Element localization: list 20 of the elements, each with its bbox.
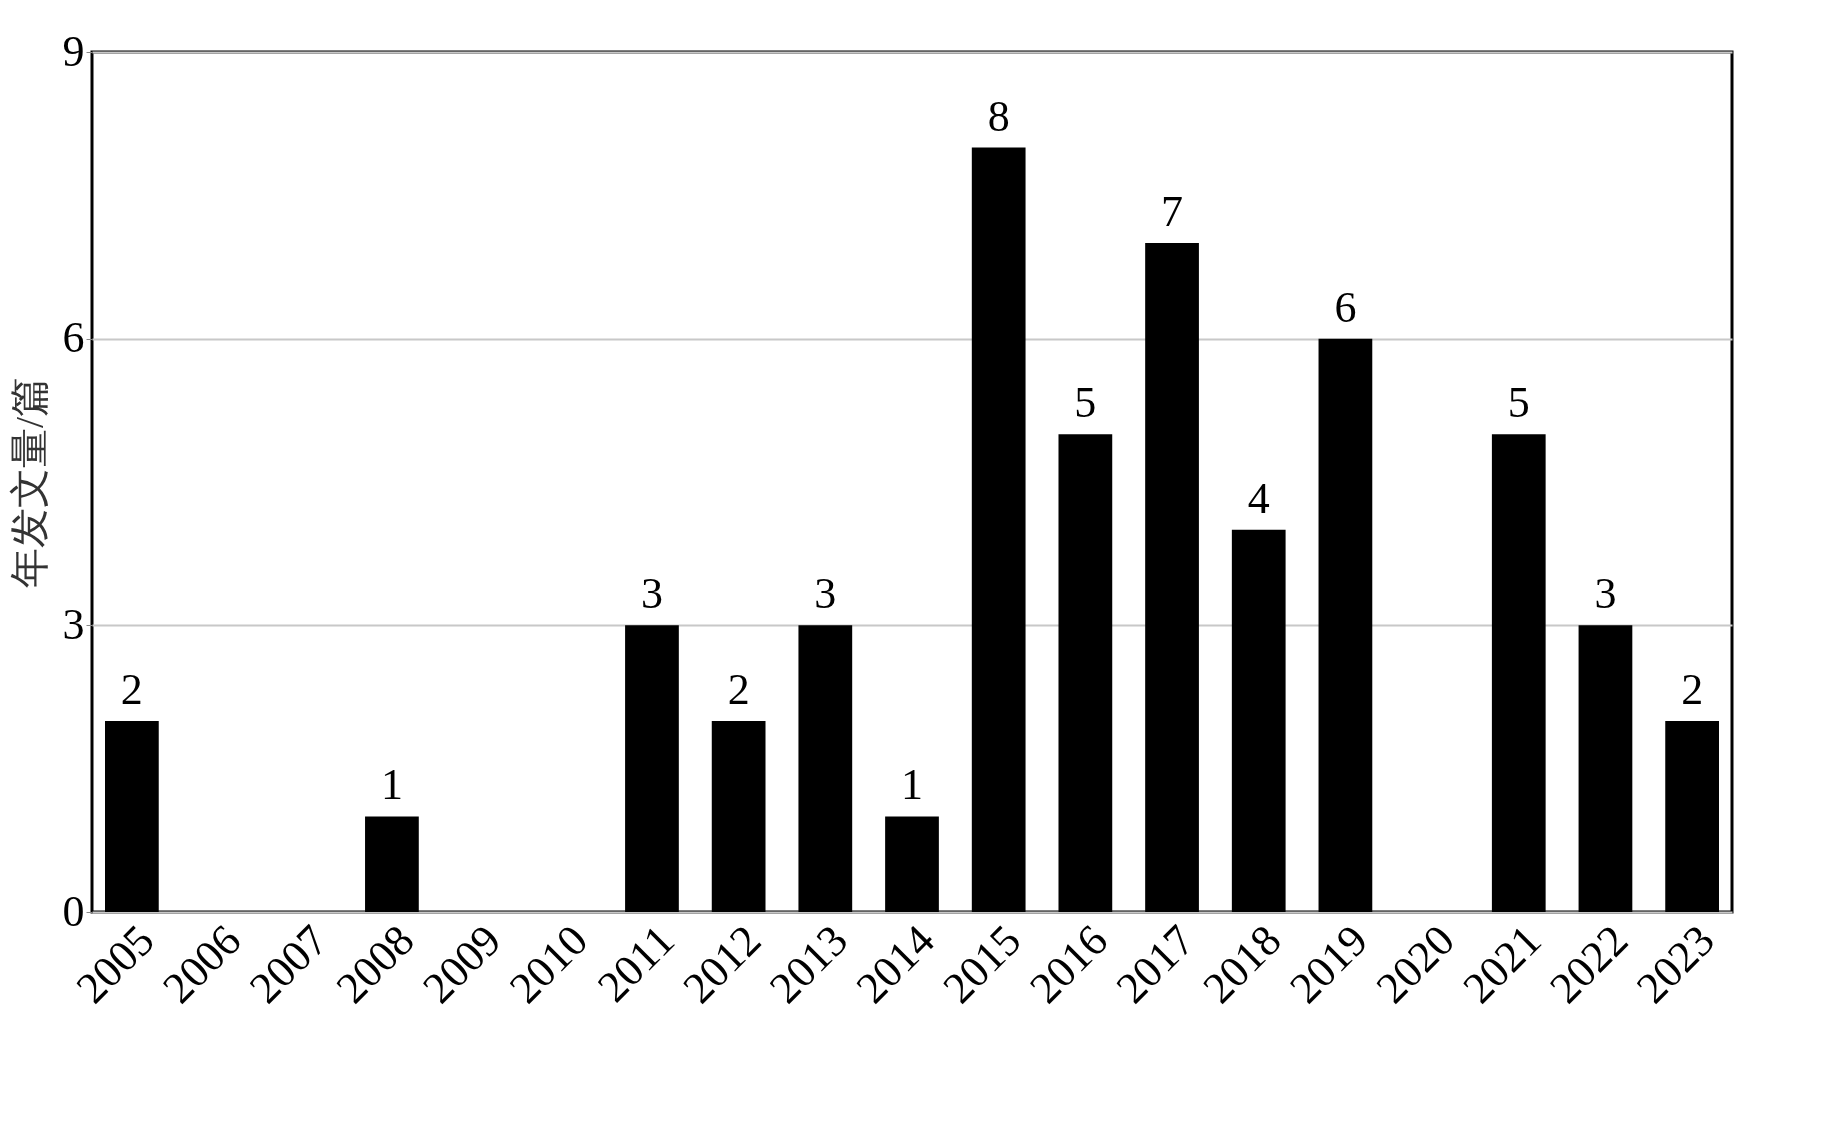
data-label: 6 — [1334, 282, 1357, 332]
x-tick-label: 2011 — [588, 915, 684, 1012]
y-axis-title: 年发文量/篇 — [6, 376, 52, 589]
data-label: 1 — [901, 760, 923, 810]
y-tick-label: 9 — [62, 26, 85, 76]
data-label: 7 — [1161, 187, 1184, 237]
data-label: 2 — [1681, 664, 1704, 714]
data-label: 5 — [1074, 378, 1097, 428]
data-label: 2 — [120, 664, 143, 714]
y-tick-label: 6 — [62, 313, 85, 363]
y-tick-label: 0 — [62, 886, 85, 936]
data-label: 8 — [987, 91, 1010, 141]
y-tick-label: 3 — [62, 599, 85, 649]
data-label: 2 — [727, 664, 750, 714]
data-label: 5 — [1507, 378, 1530, 428]
data-label: 1 — [380, 760, 403, 810]
data-label: 4 — [1247, 473, 1270, 523]
data-label: 3 — [814, 569, 837, 619]
data-label: 3 — [1594, 569, 1617, 619]
data-label: 3 — [640, 569, 663, 619]
